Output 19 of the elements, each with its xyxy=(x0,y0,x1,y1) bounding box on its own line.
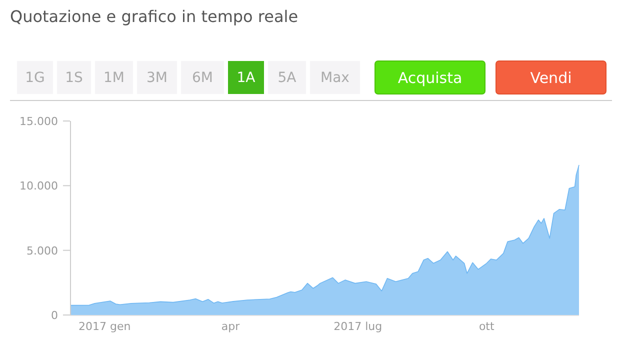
range-button: 3M xyxy=(137,61,177,94)
range-button: 6M xyxy=(181,61,224,94)
chart-title: Quotazione e grafico in tempo reale xyxy=(10,7,298,26)
range-button: 5A xyxy=(268,61,306,94)
range-button: 1S xyxy=(57,61,91,94)
y-tick-label: 5.000 xyxy=(26,244,58,258)
range-button: 1A xyxy=(228,61,264,94)
x-tick-label: apr xyxy=(221,320,240,333)
y-tick-label: 15.000 xyxy=(20,115,58,128)
x-tick-label: ott xyxy=(478,320,495,333)
sell-button: Vendi xyxy=(496,60,606,94)
x-tick-label: 2017 lug xyxy=(334,320,382,333)
range-button: 1M xyxy=(95,61,133,94)
range-button: 1G xyxy=(17,61,53,94)
y-tick-label: 0 xyxy=(51,309,58,322)
x-tick-label: 2017 gen xyxy=(78,320,131,333)
y-tick-label: 10.000 xyxy=(20,180,58,193)
buy-button: Acquista xyxy=(374,60,486,94)
range-button: Max xyxy=(310,61,360,94)
